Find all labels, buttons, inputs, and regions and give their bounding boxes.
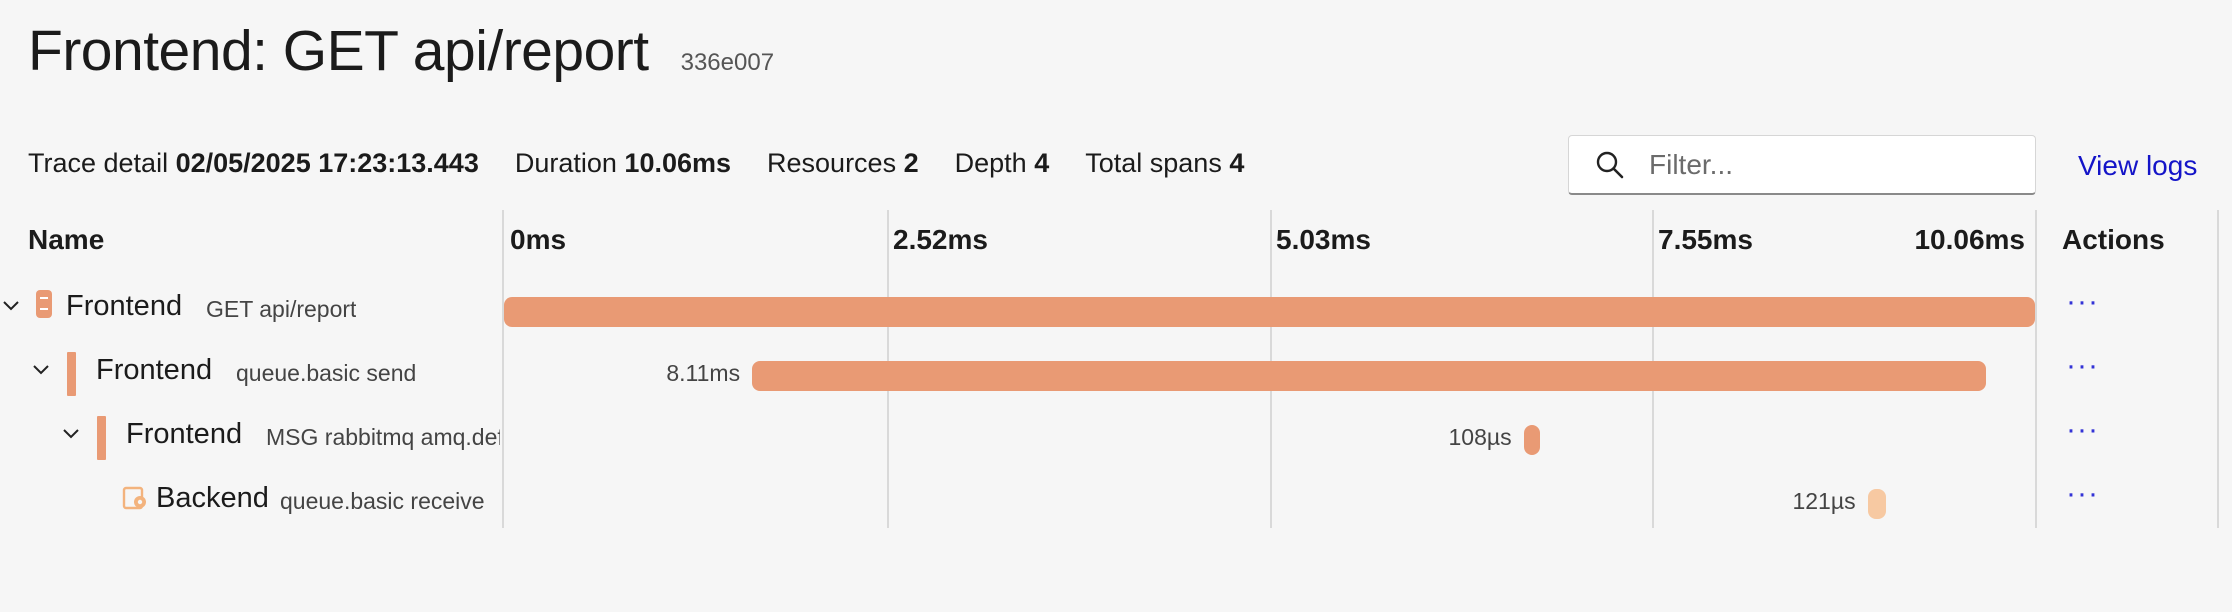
span-actions-button[interactable]: ··· <box>2066 413 2099 446</box>
grid-line <box>2035 210 2037 528</box>
trace-id: 336e007 <box>680 49 775 76</box>
span-operation-name: MSG rabbitmq amq.def <box>266 424 500 450</box>
trace-detail: Trace detail 02/05/2025 17:23:13.443 <box>28 148 479 179</box>
span-duration-bar[interactable] <box>1523 425 1541 455</box>
title-row: Frontend: GET api/report 336e007 <box>28 18 774 84</box>
span-duration-bar[interactable] <box>504 297 2035 327</box>
span-service-name: Frontend <box>126 418 243 450</box>
total-spans-value: 4 <box>1229 148 1245 178</box>
span-service-name: Frontend <box>66 290 183 322</box>
span-row[interactable]: Frontend GET api/report ··· <box>0 276 2232 340</box>
span-duration-bar[interactable] <box>1867 489 1886 519</box>
span-row[interactable]: Backend queue.basic receive 121µs ··· <box>0 468 2232 532</box>
chevron-down-icon[interactable] <box>2 296 20 319</box>
trace-detail-label: Trace detail <box>28 148 169 178</box>
depth-value: 4 <box>1034 148 1050 178</box>
actions-column-header: Actions <box>2062 224 2165 255</box>
span-actions-button[interactable]: ··· <box>2066 477 2099 510</box>
duration: Duration 10.06ms <box>515 148 731 179</box>
resources: Resources 2 <box>767 148 919 179</box>
total-spans: Total spans 4 <box>1085 148 1244 179</box>
resources-value: 2 <box>903 148 919 178</box>
time-tick-label: 2.52ms <box>893 224 988 255</box>
name-column-header: Name <box>28 224 105 255</box>
view-logs-link[interactable]: View logs <box>2078 150 2198 181</box>
span-color-marker <box>97 416 106 460</box>
span-operation-name: queue.basic send <box>236 360 417 386</box>
span-operation-name: GET api/report <box>206 296 357 322</box>
duration-value: 10.06ms <box>624 148 732 178</box>
span-duration-label: 108µs <box>1448 424 1512 450</box>
server-icon <box>35 289 53 324</box>
span-duration-bar[interactable] <box>752 361 1987 391</box>
span-row[interactable]: Frontend MSG rabbitmq amq.def 108µs ··· <box>0 404 2232 468</box>
grid-line <box>2217 210 2219 528</box>
span-service-name: Backend <box>156 482 269 514</box>
depth: Depth 4 <box>955 148 1050 179</box>
span-actions-button[interactable]: ··· <box>2066 285 2099 318</box>
span-color-marker <box>67 352 76 396</box>
span-service-name: Frontend <box>96 354 213 386</box>
time-tick-label: 10.06ms <box>1914 224 2025 255</box>
span-duration-label: 121µs <box>1792 488 1856 514</box>
duration-label: Duration <box>514 148 617 178</box>
project-icon <box>122 485 148 516</box>
chevron-down-icon[interactable] <box>32 360 50 383</box>
trace-summary: Trace detail 02/05/2025 17:23:13.443 Dur… <box>28 148 1280 179</box>
filter-box[interactable] <box>1568 135 2036 195</box>
filter-input[interactable] <box>1647 147 2031 182</box>
time-tick-label: 7.55ms <box>1658 224 1753 255</box>
depth-label: Depth <box>954 148 1027 178</box>
span-duration-label: 8.11ms <box>666 360 741 386</box>
span-actions-button[interactable]: ··· <box>2066 349 2099 382</box>
trace-timeline: Name Actions 0ms 2.52ms 5.03ms 7.55ms 10.06m… <box>0 210 2232 530</box>
trace-detail-value: 02/05/2025 17:23:13.443 <box>175 148 479 178</box>
chevron-down-icon[interactable] <box>62 424 80 447</box>
resources-label: Resources <box>767 148 897 178</box>
search-icon <box>1596 151 1624 178</box>
time-tick-label: 5.03ms <box>1276 224 1371 255</box>
grid-line <box>502 210 504 528</box>
time-tick-label: 0ms <box>510 224 567 255</box>
span-operation-name: queue.basic receive <box>280 488 485 514</box>
page-title: Frontend: GET api/report <box>28 19 649 83</box>
span-row[interactable]: Frontend queue.basic send 8.11ms ··· <box>0 340 2232 404</box>
total-spans-label: Total spans <box>1085 148 1222 178</box>
